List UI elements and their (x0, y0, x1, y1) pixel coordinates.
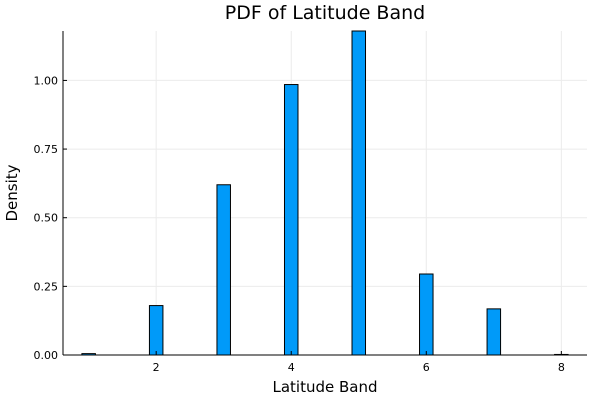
x-tick-label: 6 (423, 361, 430, 374)
y-tick-label: 0.00 (34, 349, 59, 362)
y-axis-label: Density (3, 164, 21, 221)
bar (419, 273, 434, 356)
y-tick-label: 0.75 (34, 143, 59, 156)
grid-layer (63, 31, 587, 356)
bar (351, 30, 367, 356)
y-tick-label: 1.00 (34, 74, 59, 87)
ticks-layer: 2 4 6 8 0.00 0.25 0.50 0.75 1.00 (34, 74, 565, 374)
bar (283, 84, 299, 356)
x-axis-label: Latitude Band (272, 378, 377, 396)
y-tick-label: 0.25 (34, 280, 59, 293)
y-tick-label: 0.50 (34, 212, 59, 225)
x-tick-label: 2 (153, 361, 160, 374)
bar (148, 305, 164, 356)
bar (216, 184, 231, 356)
x-tick-label: 4 (288, 361, 295, 374)
bars-layer (81, 30, 569, 356)
bar (486, 308, 502, 356)
chart-title: PDF of Latitude Band (225, 2, 425, 24)
x-tick-label: 8 (558, 361, 565, 374)
